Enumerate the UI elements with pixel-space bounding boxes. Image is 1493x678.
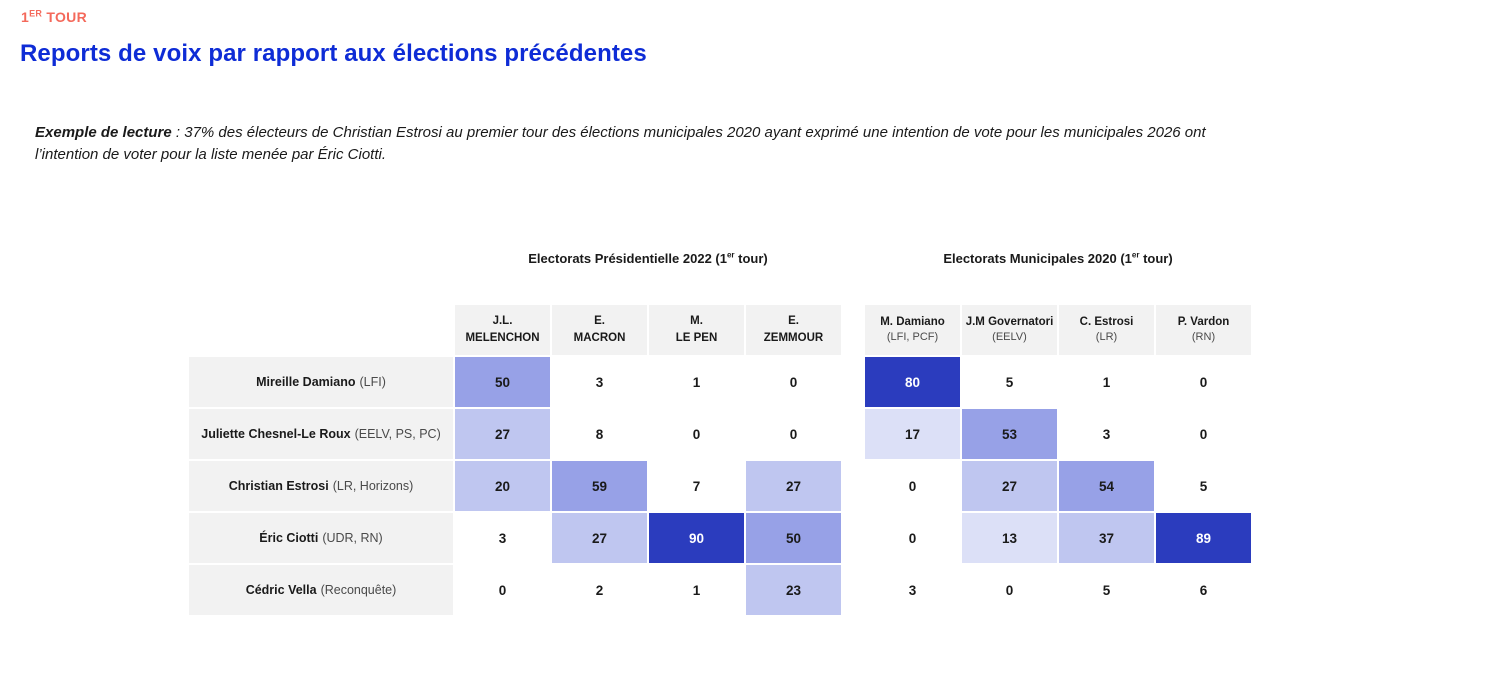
heat-cell: 89	[1156, 513, 1251, 563]
candidate-name: Christian Estrosi	[228, 479, 329, 493]
candidate-name: Éric Ciotti	[259, 531, 319, 545]
example-line-2: l’intention de voter pour la liste menée…	[35, 146, 387, 163]
group-title-sup: er	[1131, 250, 1140, 260]
heat-cell: 0	[865, 461, 960, 511]
heat-cell: 1	[1059, 357, 1154, 407]
heat-cell: 0	[1156, 357, 1251, 407]
heat-cell: 13	[962, 513, 1057, 563]
heat-cell: 0	[455, 565, 550, 615]
heat-cell: 27	[455, 409, 550, 459]
column-name: J.L.	[492, 315, 513, 328]
heat-cell: 80	[865, 357, 960, 407]
heat-cell: 0	[746, 357, 841, 407]
column-subname: (LR)	[1095, 331, 1118, 344]
heat-cell: 50	[455, 357, 550, 407]
heat-cell: 0	[962, 565, 1057, 615]
heat-cell: 90	[649, 513, 744, 563]
row-label-damiano: Mireille Damiano (LFI)	[189, 357, 453, 407]
group-title-sup: er	[726, 250, 735, 260]
heat-cell: 2	[552, 565, 647, 615]
row-label-vella: Cédric Vella (Reconquête)	[189, 565, 453, 615]
heat-cell: 17	[865, 409, 960, 459]
candidate-party: (LR, Horizons)	[332, 479, 414, 493]
column-subname: (EELV)	[992, 331, 1027, 344]
heat-cell: 1	[649, 357, 744, 407]
group-title-text: Electorats Municipales 2020 (1	[943, 251, 1132, 266]
page-title: Reports de voix par rapport aux élection…	[20, 40, 647, 67]
kicker-ordinal: ER	[29, 8, 43, 19]
column-name: E.	[788, 315, 799, 328]
candidate-party: (EELV, PS, PC)	[354, 427, 441, 441]
row-label-chesnel-le-roux: Juliette Chesnel-Le Roux (EELV, PS, PC)	[189, 409, 453, 459]
column-header-estrosi: C. Estrosi (LR)	[1059, 305, 1154, 355]
heat-cell: 20	[455, 461, 550, 511]
heat-cell: 0	[746, 409, 841, 459]
heat-cell: 8	[552, 409, 647, 459]
group-title-municipales-2020: Electorats Municipales 2020 (1er tour)	[865, 239, 1251, 266]
row-label-ciotti: Éric Ciotti (UDR, RN)	[189, 513, 453, 563]
heat-cell: 3	[865, 565, 960, 615]
column-name: M.	[690, 315, 703, 328]
column-subname: LE PEN	[675, 332, 718, 344]
candidate-party: (Reconquête)	[320, 583, 397, 597]
heat-cell: 0	[865, 513, 960, 563]
column-subname: (LFI, PCF)	[886, 331, 939, 344]
heat-cell: 6	[1156, 565, 1251, 615]
candidate-party: (UDR, RN)	[322, 531, 383, 545]
column-subname: ZEMMOUR	[763, 332, 824, 344]
group-title-text: Electorats Présidentielle 2022 (1	[528, 251, 727, 266]
heatmap-grid: Electorats Présidentielle 2022 (1er tour…	[189, 239, 1251, 615]
column-header-governatori: J.M Governatori (EELV)	[962, 305, 1057, 355]
candidate-name: Cédric Vella	[245, 583, 317, 597]
heat-cell: 37	[1059, 513, 1154, 563]
heat-cell: 59	[552, 461, 647, 511]
heat-cell: 5	[962, 357, 1057, 407]
heat-cell: 27	[962, 461, 1057, 511]
heat-cell: 0	[1156, 409, 1251, 459]
kicker-number: 1	[21, 9, 30, 25]
row-label-estrosi: Christian Estrosi (LR, Horizons)	[189, 461, 453, 511]
column-header-lepen: M. LE PEN	[649, 305, 744, 355]
column-name: J.M Governatori	[965, 315, 1054, 328]
column-name: M. Damiano	[880, 315, 945, 328]
candidate-name: Mireille Damiano	[256, 375, 356, 389]
group-title-text: tour)	[1139, 251, 1173, 266]
candidate-name: Juliette Chesnel-Le Roux	[201, 427, 351, 441]
column-subname: MACRON	[573, 332, 626, 344]
candidate-party: (LFI)	[359, 375, 386, 389]
heat-cell: 23	[746, 565, 841, 615]
reading-example: Exemple de lecture : 37% des électeurs d…	[35, 122, 1485, 166]
heat-cell: 54	[1059, 461, 1154, 511]
column-subname: (RN)	[1191, 331, 1216, 344]
column-header-macron: E. MACRON	[552, 305, 647, 355]
column-name: E.	[594, 315, 605, 328]
column-header-damiano: M. Damiano (LFI, PCF)	[865, 305, 960, 355]
example-text: : 37% des électeurs de Christian Estrosi…	[171, 124, 1206, 141]
heat-cell: 5	[1156, 461, 1251, 511]
example-line-1: Exemple de lecture : 37% des électeurs d…	[35, 122, 1485, 144]
heat-cell: 3	[455, 513, 550, 563]
heat-cell: 3	[1059, 409, 1154, 459]
column-header-melenchon: J.L. MELENCHON	[455, 305, 550, 355]
column-header-vardon: P. Vardon (RN)	[1156, 305, 1251, 355]
group-title-presidentielle-2022: Electorats Présidentielle 2022 (1er tour…	[455, 239, 841, 266]
round-kicker: 1ER TOUR	[21, 9, 87, 25]
example-label: Exemple de lecture	[35, 124, 172, 141]
kicker-rest: TOUR	[42, 9, 88, 25]
heat-cell: 7	[649, 461, 744, 511]
heat-cell: 1	[649, 565, 744, 615]
column-header-zemmour: E. ZEMMOUR	[746, 305, 841, 355]
heat-cell: 27	[552, 513, 647, 563]
heat-cell: 50	[746, 513, 841, 563]
heat-cell: 0	[649, 409, 744, 459]
heat-cell: 5	[1059, 565, 1154, 615]
column-name: C. Estrosi	[1079, 315, 1134, 328]
group-title-text: tour)	[734, 251, 768, 266]
column-subname: MELENCHON	[465, 332, 540, 344]
heat-cell: 53	[962, 409, 1057, 459]
heat-cell: 27	[746, 461, 841, 511]
heat-cell: 3	[552, 357, 647, 407]
column-name: P. Vardon	[1177, 315, 1230, 328]
